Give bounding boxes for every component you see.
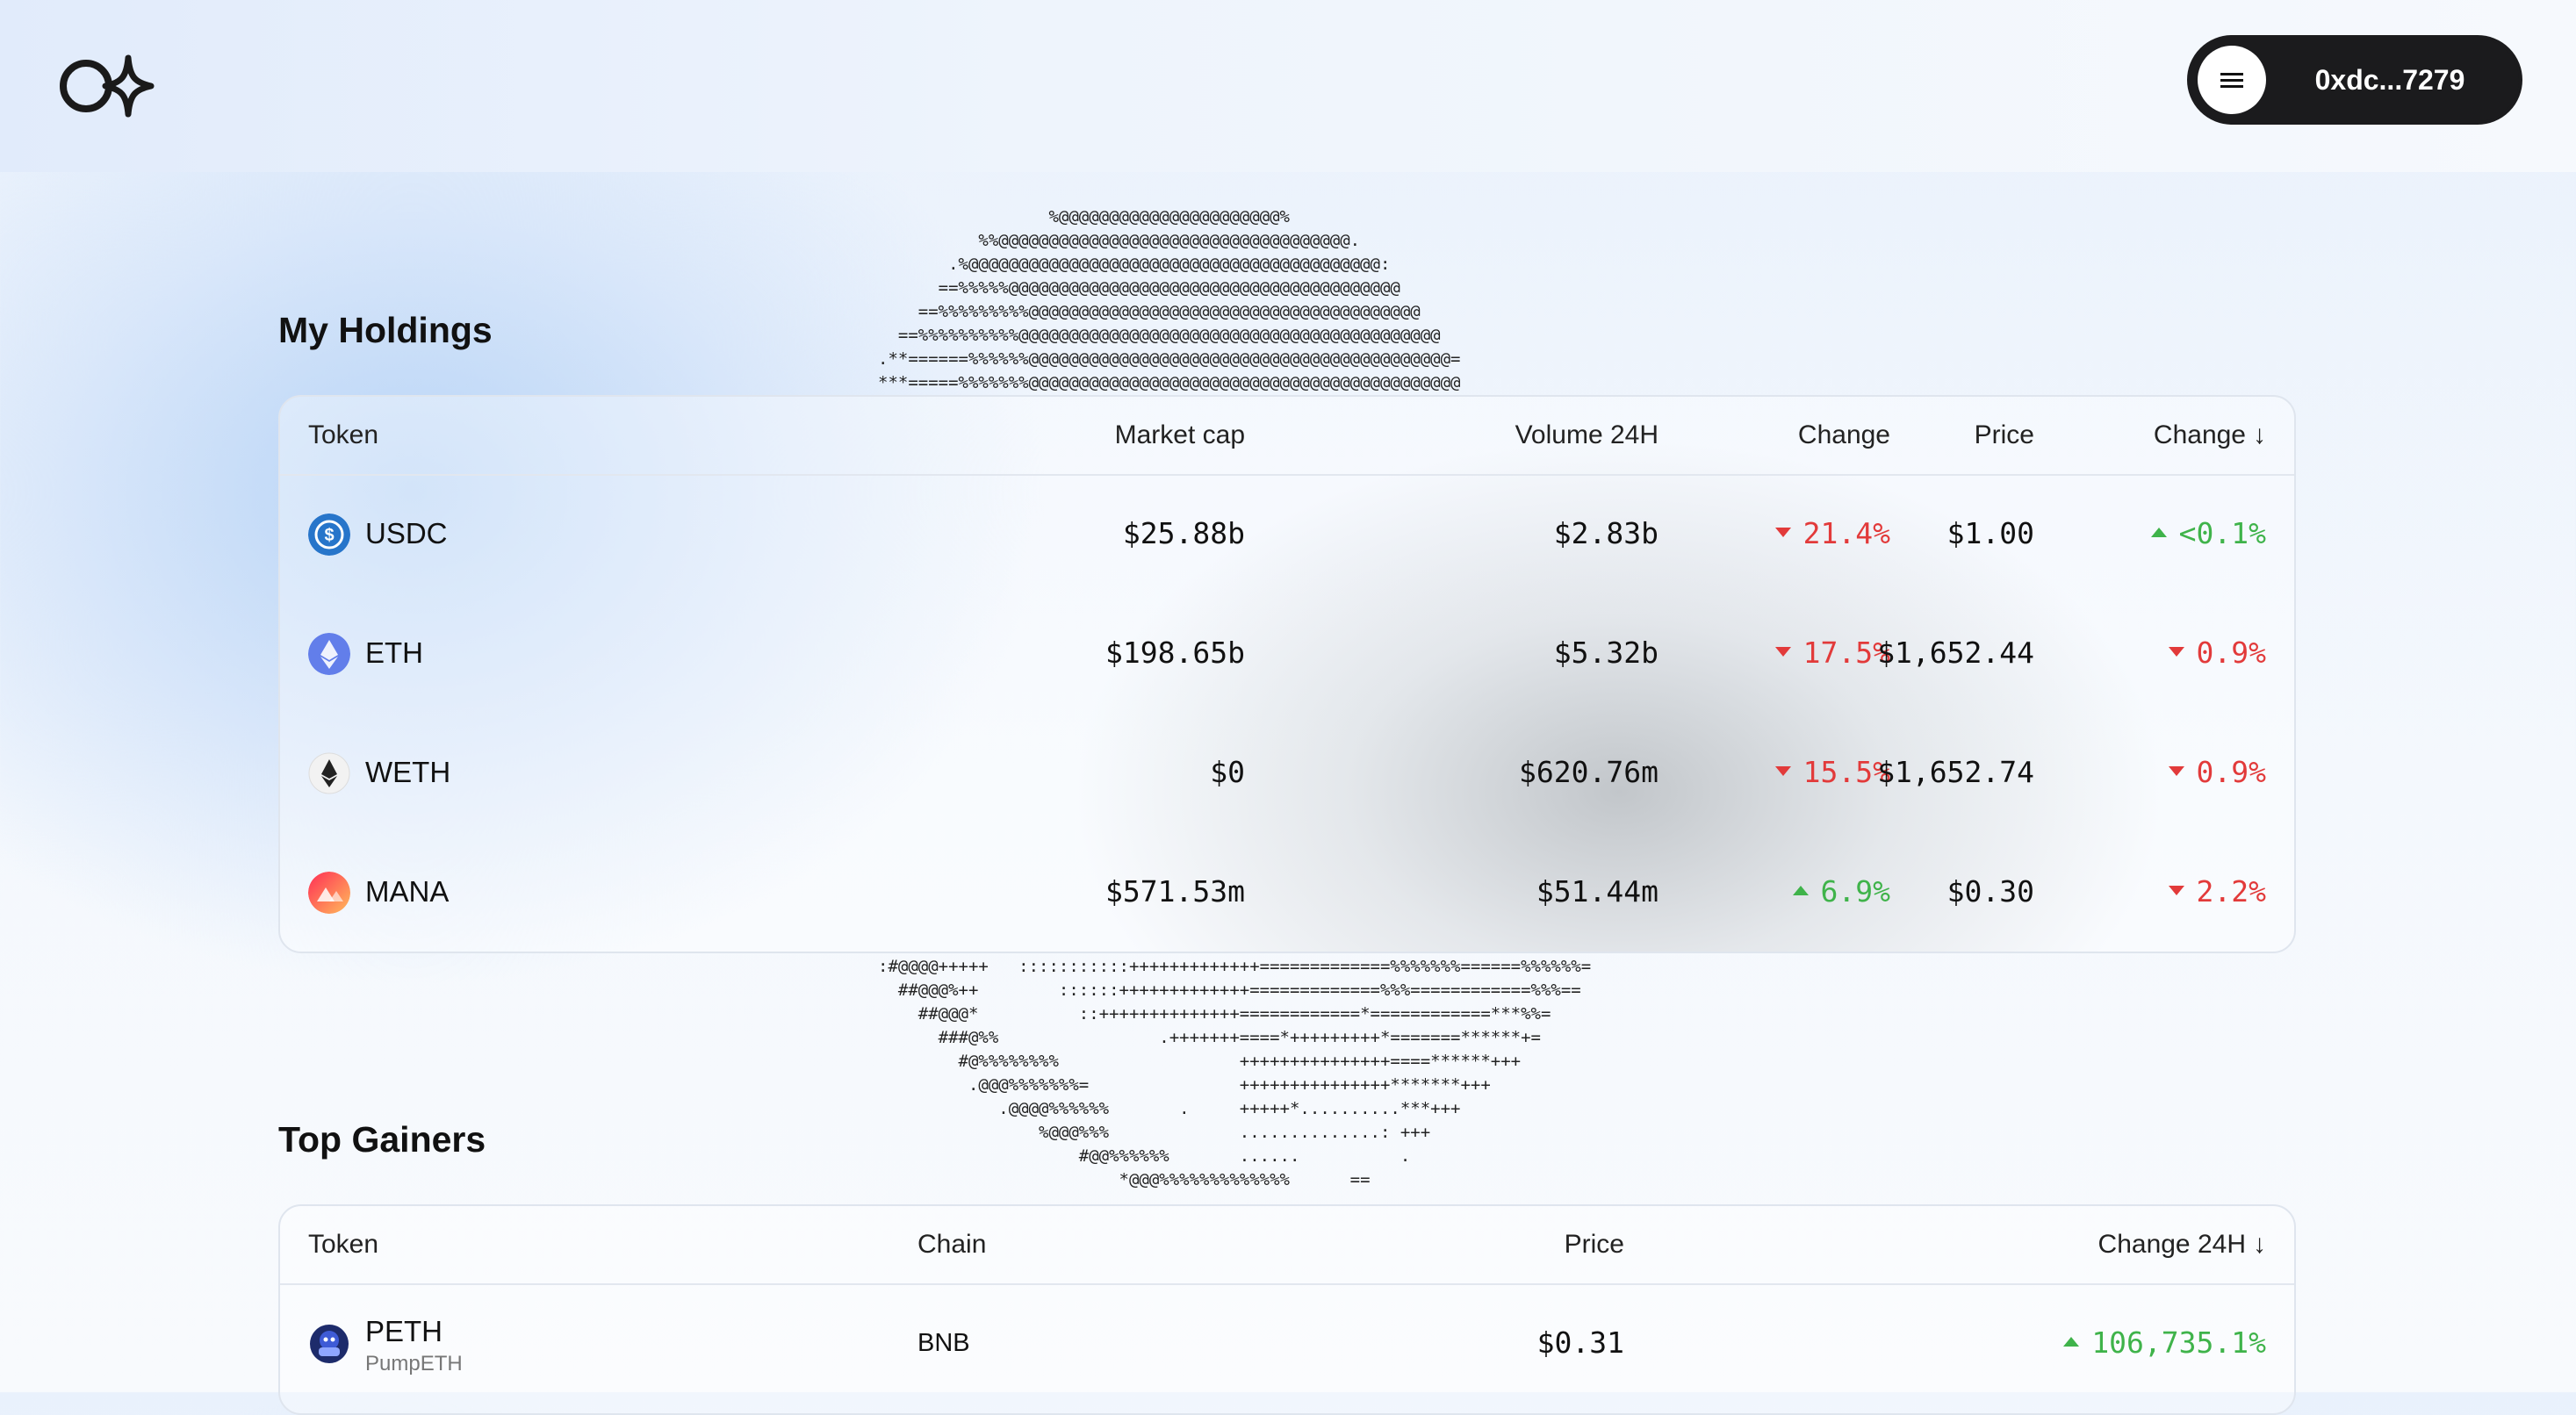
triangle-down-icon bbox=[2168, 886, 2184, 895]
col-change-sorted[interactable]: Change ↓ bbox=[2154, 397, 2266, 474]
token-name: USDC bbox=[365, 517, 448, 549]
menu-icon[interactable] bbox=[2198, 46, 2266, 114]
token-name: MANA bbox=[365, 875, 450, 908]
col-token[interactable]: Token bbox=[308, 1230, 379, 1259]
weth-icon bbox=[308, 752, 350, 794]
market-cap: $571.53m bbox=[1105, 874, 1245, 909]
change-24h: 106,735.1% bbox=[2063, 1283, 2266, 1403]
ascii-art-top: %@@@@@@@@@@@@@@@@@@@@@@% %%@@@@@@@@@@@@@… bbox=[878, 207, 1461, 392]
wallet-address[interactable]: 0xdc...7279 bbox=[2314, 64, 2465, 96]
volume-24h: $2.83b bbox=[1553, 516, 1659, 550]
volume-24h: $51.44m bbox=[1536, 874, 1659, 909]
col-change-sorted-label: Change bbox=[2153, 420, 2246, 449]
token-fullname: PumpETH bbox=[365, 1352, 463, 1375]
market-cap: $25.88b bbox=[1122, 516, 1245, 550]
col-price[interactable]: Price bbox=[1564, 1230, 1624, 1259]
arrow-down-icon: ↓ bbox=[2253, 420, 2266, 449]
table-row[interactable]: PETH PumpETH BNB $0.31 106,735.1% bbox=[280, 1283, 2294, 1403]
change: 15.5% bbox=[1774, 713, 1890, 832]
price: $0.31 bbox=[1536, 1325, 1624, 1360]
volume-24h: $5.32b bbox=[1553, 636, 1659, 670]
change: 21.4% bbox=[1774, 474, 1890, 593]
price: $1.00 bbox=[1946, 516, 2034, 550]
chain: BNB bbox=[917, 1329, 970, 1357]
col-price[interactable]: Price bbox=[1974, 420, 2034, 449]
triangle-up-icon bbox=[2150, 528, 2167, 537]
col-market-cap[interactable]: Market cap bbox=[1114, 420, 1245, 449]
table-row[interactable]: $ USDC $25.88b $2.83b 21.4% $1.00 <0.1% bbox=[280, 474, 2294, 593]
price: $1,652.74 bbox=[1877, 755, 2034, 789]
col-change-24h-label: Change 24H bbox=[2097, 1230, 2246, 1259]
change-price: <0.1% bbox=[2150, 474, 2266, 593]
svg-text:$: $ bbox=[324, 526, 334, 545]
arrow-down-icon: ↓ bbox=[2253, 1230, 2266, 1259]
change-price: 0.9% bbox=[2168, 713, 2266, 832]
triangle-down-icon bbox=[1774, 528, 1791, 537]
col-volume[interactable]: Volume 24H bbox=[1515, 420, 1659, 449]
usdc-icon: $ bbox=[308, 514, 350, 556]
triangle-down-icon bbox=[1774, 766, 1791, 776]
gainers-header-row: Token Chain Price Change 24H ↓ bbox=[280, 1206, 2294, 1285]
triangle-up-icon bbox=[2063, 1337, 2080, 1347]
change-price: 2.2% bbox=[2168, 832, 2266, 952]
triangle-down-icon bbox=[2168, 766, 2184, 776]
token-name: WETH bbox=[365, 756, 451, 788]
wallet-button[interactable]: 0xdc...7279 bbox=[2187, 35, 2522, 125]
token-name: PETH bbox=[365, 1315, 443, 1347]
price: $1,652.44 bbox=[1877, 636, 2034, 670]
table-row[interactable]: WETH $0 $620.76m 15.5% $1,652.74 0.9% bbox=[280, 713, 2294, 832]
price: $0.30 bbox=[1946, 874, 2034, 909]
col-token[interactable]: Token bbox=[308, 420, 379, 449]
eth-icon bbox=[308, 633, 350, 675]
triangle-down-icon bbox=[1774, 647, 1791, 657]
change: 17.5% bbox=[1774, 593, 1890, 713]
holdings-header-row: Token Market cap Volume 24H Change Price… bbox=[280, 397, 2294, 476]
logo-icon[interactable] bbox=[58, 53, 155, 119]
gainers-table: Token Chain Price Change 24H ↓ PETH PumpE… bbox=[278, 1204, 2296, 1415]
col-chain[interactable]: Chain bbox=[917, 1230, 987, 1259]
triangle-down-icon bbox=[2168, 647, 2184, 657]
change: 6.9% bbox=[1792, 832, 1890, 952]
holdings-table: Token Market cap Volume 24H Change Price… bbox=[278, 395, 2296, 953]
volume-24h: $620.76m bbox=[1519, 755, 1659, 789]
change-price: 0.9% bbox=[2168, 593, 2266, 713]
col-change-24h[interactable]: Change 24H ↓ bbox=[2098, 1206, 2266, 1283]
table-row[interactable]: ETH $198.65b $5.32b 17.5% $1,652.44 0.9% bbox=[280, 593, 2294, 713]
market-cap: $0 bbox=[1210, 755, 1245, 789]
col-change[interactable]: Change bbox=[1797, 420, 1890, 449]
mana-icon bbox=[308, 872, 350, 914]
peth-icon bbox=[310, 1325, 349, 1363]
table-row[interactable]: MANA $571.53m $51.44m 6.9% $0.30 2.2% bbox=[280, 832, 2294, 952]
ascii-art-bottom: :#@@@@+++++ :::::::::::+++++++++++++====… bbox=[878, 957, 1592, 1189]
triangle-up-icon bbox=[1792, 886, 1809, 895]
token-name: ETH bbox=[365, 636, 423, 669]
gainers-title: Top Gainers bbox=[278, 1119, 486, 1160]
top-bar: 0xdc...7279 bbox=[0, 0, 2576, 172]
holdings-title: My Holdings bbox=[278, 310, 493, 350]
market-cap: $198.65b bbox=[1105, 636, 1245, 670]
